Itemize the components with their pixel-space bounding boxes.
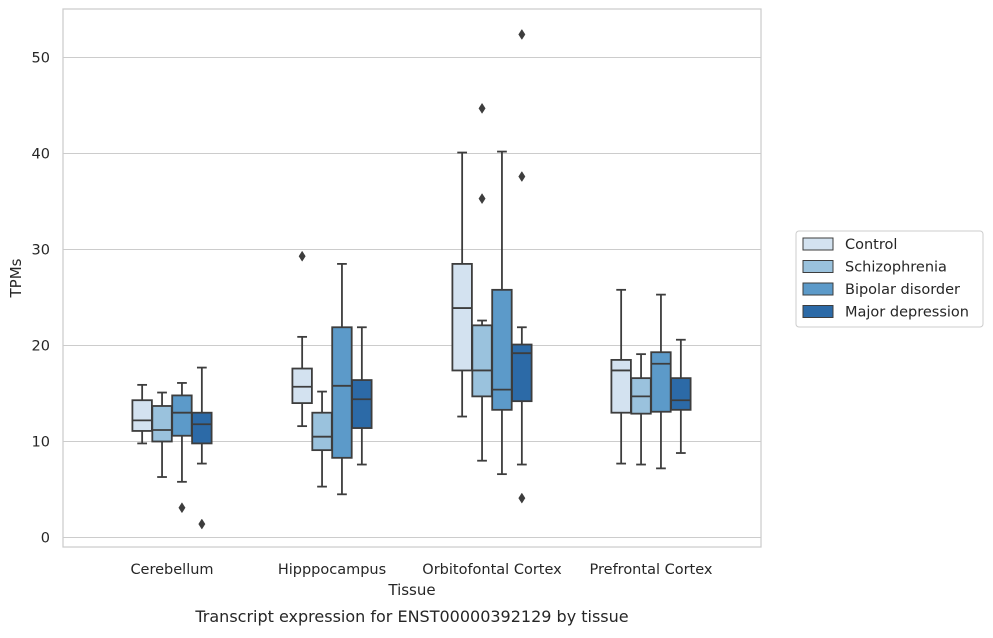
- box: [171, 394, 193, 437]
- box-group: [511, 28, 533, 504]
- legend-items: Control Schizophrenia Bipolar disorder Majo…: [802, 237, 969, 321]
- box-group: [291, 250, 313, 428]
- legend-label: Bipolar disorder: [845, 282, 960, 298]
- box: [650, 351, 672, 413]
- box-group: [491, 150, 513, 476]
- x-tick-label: Prefrontal Cortex: [590, 562, 713, 578]
- box-group: [131, 383, 153, 445]
- y-tick-label: 50: [32, 51, 50, 67]
- y-tick-label: 40: [32, 147, 50, 163]
- box-group: [191, 366, 213, 530]
- x-tick-labels: Cerebellum Hipppocampus Orbitofontal Corte…: [130, 562, 712, 578]
- outlier-point: [478, 102, 486, 114]
- box-layer: [131, 28, 692, 530]
- box-group: [311, 390, 333, 488]
- outlier-point: [178, 502, 186, 514]
- box: [151, 405, 173, 443]
- grid-layer: [63, 56, 761, 539]
- x-tick-label: Orbitofontal Cortex: [422, 562, 562, 578]
- y-tick-label: 20: [32, 339, 50, 355]
- box: [511, 343, 533, 403]
- y-axis-label: TPMs: [7, 258, 25, 298]
- y-tick-label: 0: [41, 531, 50, 547]
- box-group: [650, 293, 672, 470]
- box: [491, 288, 513, 411]
- box-group: [451, 151, 473, 418]
- legend-label: Schizophrenia: [845, 260, 947, 276]
- outlier-point: [518, 171, 526, 183]
- box-group: [351, 326, 373, 466]
- box-group: [610, 288, 632, 465]
- box: [311, 411, 333, 452]
- y-tick-label: 30: [32, 243, 50, 259]
- box: [351, 379, 373, 429]
- legend-swatch: [802, 282, 834, 296]
- chart-caption: Transcript expression for ENST0000039212…: [194, 607, 628, 626]
- outlier-point: [518, 492, 526, 504]
- box-group: [331, 262, 353, 496]
- box: [331, 326, 353, 459]
- box: [670, 377, 692, 411]
- x-tick-label: Cerebellum: [130, 562, 213, 578]
- x-tick-label: Hipppocampus: [278, 562, 386, 578]
- box-group: [171, 382, 193, 514]
- box: [451, 262, 473, 372]
- legend-label: Major depression: [845, 305, 969, 321]
- legend-label: Control: [845, 237, 897, 253]
- outlier-point: [198, 518, 206, 530]
- outlier-point: [518, 28, 526, 40]
- box: [291, 367, 313, 405]
- box-group: [630, 353, 652, 466]
- box: [131, 399, 153, 432]
- legend-swatch: [802, 305, 834, 318]
- y-tick-label: 10: [32, 435, 50, 451]
- box-group: [471, 102, 493, 462]
- box: [191, 411, 213, 445]
- box: [471, 324, 493, 398]
- legend: Control Schizophrenia Bipolar disorder Majo…: [795, 230, 984, 328]
- outlier-point: [298, 250, 306, 262]
- x-axis-label: Tissue: [387, 581, 435, 599]
- plot-frame: [62, 8, 762, 548]
- y-tick-labels: 0 10 20 30 40 50: [32, 51, 50, 547]
- outlier-point: [478, 193, 486, 205]
- legend-swatch: [802, 260, 834, 273]
- box-group: [670, 338, 692, 454]
- box: [610, 358, 632, 414]
- box-group: [151, 391, 173, 478]
- legend-swatch: [802, 237, 834, 251]
- legend-frame: [795, 230, 984, 328]
